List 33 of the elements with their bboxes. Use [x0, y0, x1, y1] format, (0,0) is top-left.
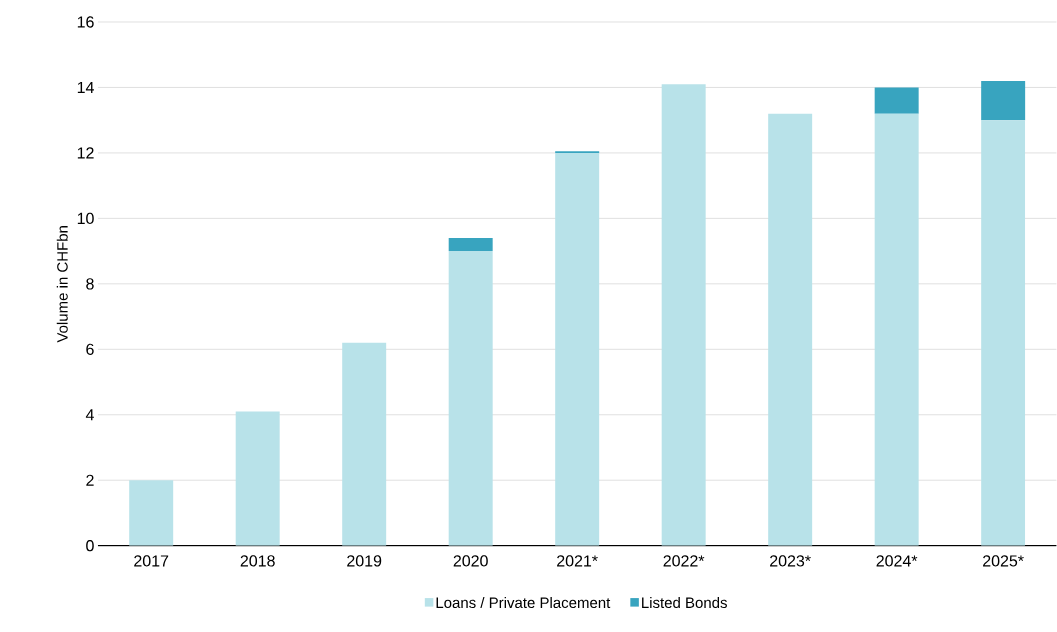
x-tick-label: 2025*	[983, 555, 1024, 567]
bar	[235, 411, 280, 546]
x-tick-label: 2020	[453, 555, 488, 567]
bar	[342, 342, 387, 546]
bar	[874, 113, 919, 546]
x-tick-label: 2021*	[557, 555, 598, 567]
bar	[768, 113, 813, 546]
y-tick-label: 4	[85, 409, 94, 421]
y-tick-label: 2	[86, 474, 94, 486]
x-tick-label: 2022*	[663, 555, 705, 567]
y-tick-label: 6	[86, 343, 94, 356]
x-tick-label: 2018	[240, 555, 275, 567]
x-tick-label: 2024*	[876, 555, 918, 567]
bar	[981, 120, 1026, 546]
x-tick-label: 2023*	[770, 555, 811, 567]
legend-label: Loans / Private Placement	[436, 597, 611, 609]
legend-label: Listed Bonds	[642, 597, 727, 609]
bar	[981, 81, 1026, 121]
bar	[448, 238, 493, 252]
y-tick-label: 12	[77, 147, 94, 159]
y-tick-label: 8	[86, 278, 94, 290]
y-tick-label: 10	[77, 212, 94, 225]
x-tick-label: 2017	[134, 555, 169, 567]
bar	[129, 480, 174, 546]
bar	[874, 87, 919, 114]
bar	[555, 153, 600, 546]
y-tick-label: 0	[86, 540, 94, 552]
y-axis-title: Volume in CHFbn	[56, 226, 68, 343]
y-tick-label: 14	[77, 82, 94, 94]
bar	[661, 84, 706, 546]
bar	[448, 251, 493, 546]
y-tick-label: 16	[77, 16, 94, 28]
x-tick-label: 2019	[347, 555, 382, 567]
